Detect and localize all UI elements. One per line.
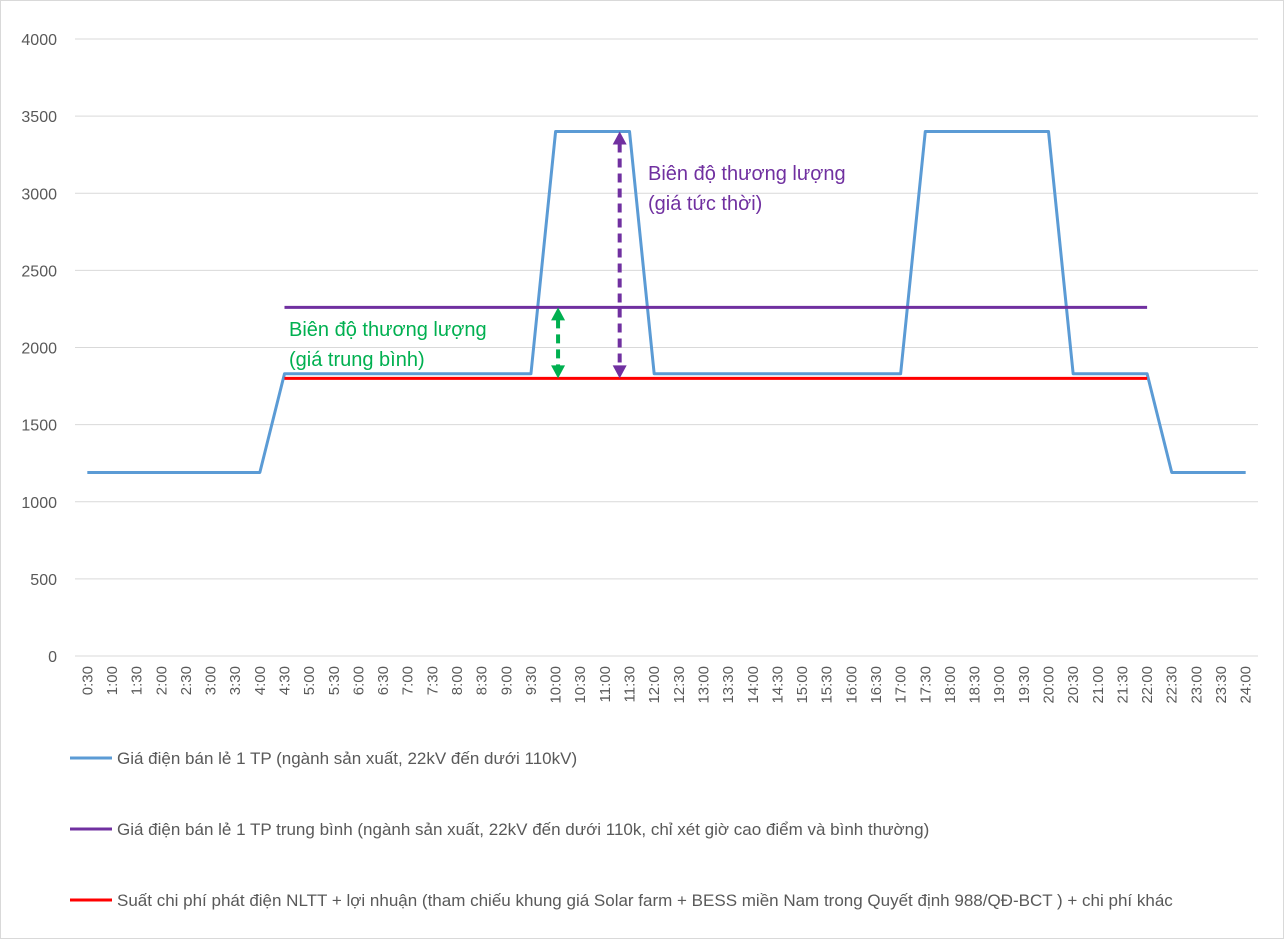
x-tick-label: 5:00 xyxy=(301,666,318,695)
series-line xyxy=(87,130,1246,474)
x-tick-label: 20:30 xyxy=(1065,666,1082,704)
x-tick-label: 23:30 xyxy=(1213,666,1230,704)
x-tick-label: 13:30 xyxy=(720,666,737,704)
y-tick-label: 1000 xyxy=(21,495,57,512)
x-tick-label: 11:00 xyxy=(597,666,614,702)
x-tick-label: 1:30 xyxy=(129,666,146,695)
x-tick-label: 4:00 xyxy=(252,666,269,695)
y-tick-label: 4000 xyxy=(21,32,57,49)
x-tick-label: 17:00 xyxy=(893,666,910,704)
x-tick-label: 12:00 xyxy=(646,666,663,704)
legend-label: Giá điện bán lẻ 1 TP (ngành sản xuất, 22… xyxy=(117,749,577,768)
x-tick-label: 10:00 xyxy=(548,666,565,704)
x-tick-label: 15:30 xyxy=(819,666,836,704)
x-tick-label: 20:00 xyxy=(1041,666,1058,704)
x-tick-label: 19:30 xyxy=(1016,666,1033,704)
x-tick-label: 4:30 xyxy=(276,666,293,695)
arrow-head xyxy=(551,307,566,321)
x-tick-label: 11:30 xyxy=(622,666,639,702)
y-tick-label: 3000 xyxy=(21,186,57,203)
x-tick-label: 21:00 xyxy=(1090,666,1107,704)
y-tick-label: 1500 xyxy=(21,418,57,435)
x-tick-label: 2:00 xyxy=(153,666,170,695)
x-tick-label: 24:00 xyxy=(1238,666,1255,704)
x-tick-label: 22:00 xyxy=(1139,666,1156,704)
x-tick-label: 6:30 xyxy=(375,666,392,695)
x-tick-label: 6:00 xyxy=(350,666,367,695)
x-tick-label: 3:30 xyxy=(227,666,244,695)
x-tick-label: 1:00 xyxy=(104,666,121,695)
x-tick-label: 17:30 xyxy=(917,666,934,704)
y-tick-label: 0 xyxy=(48,649,57,666)
x-tick-label: 5:30 xyxy=(326,666,343,695)
x-tick-label: 18:30 xyxy=(967,666,984,704)
annotation-text: (giá trung bình) xyxy=(289,349,425,371)
x-tick-label: 8:00 xyxy=(449,666,466,695)
y-tick-label: 2500 xyxy=(21,263,57,280)
x-tick-label: 12:30 xyxy=(671,666,688,704)
x-tick-label: 22:30 xyxy=(1164,666,1181,704)
y-tick-label: 2000 xyxy=(21,341,57,358)
annotation-text: (giá tức thời) xyxy=(648,193,762,215)
x-tick-label: 10:30 xyxy=(572,666,589,704)
annotation-text: Biên độ thương lượng xyxy=(648,163,846,185)
x-tick-label: 9:30 xyxy=(523,666,540,695)
y-tick-label: 500 xyxy=(30,572,57,589)
x-tick-label: 16:00 xyxy=(843,666,860,704)
legend-label: Giá điện bán lẻ 1 TP trung bình (ngành s… xyxy=(117,820,929,839)
y-tick-label: 3500 xyxy=(21,109,57,126)
arrow-head xyxy=(551,365,566,379)
x-tick-label: 19:00 xyxy=(991,666,1008,704)
x-tick-label: 13:00 xyxy=(695,666,712,704)
x-tick-label: 7:30 xyxy=(424,666,441,695)
x-tick-label: 15:00 xyxy=(794,666,811,704)
x-tick-label: 8:30 xyxy=(474,666,491,695)
x-tick-label: 0:30 xyxy=(79,666,96,695)
x-tick-label: 23:00 xyxy=(1188,666,1205,704)
x-tick-label: 7:00 xyxy=(400,666,417,695)
x-tick-label: 14:30 xyxy=(769,666,786,704)
x-tick-label: 2:30 xyxy=(178,666,195,695)
x-tick-label: 21:30 xyxy=(1114,666,1131,704)
x-tick-label: 18:00 xyxy=(942,666,959,704)
legend-label: Suất chi phí phát điện NLTT + lợi nhuận … xyxy=(117,891,1173,910)
x-tick-label: 3:00 xyxy=(203,666,220,695)
x-tick-label: 14:00 xyxy=(745,666,762,704)
arrow-head xyxy=(612,365,627,379)
x-tick-label: 16:30 xyxy=(868,666,885,704)
annotation-text: Biên độ thương lượng xyxy=(289,319,487,341)
x-tick-label: 9:00 xyxy=(498,666,515,695)
arrow-head xyxy=(612,131,627,145)
